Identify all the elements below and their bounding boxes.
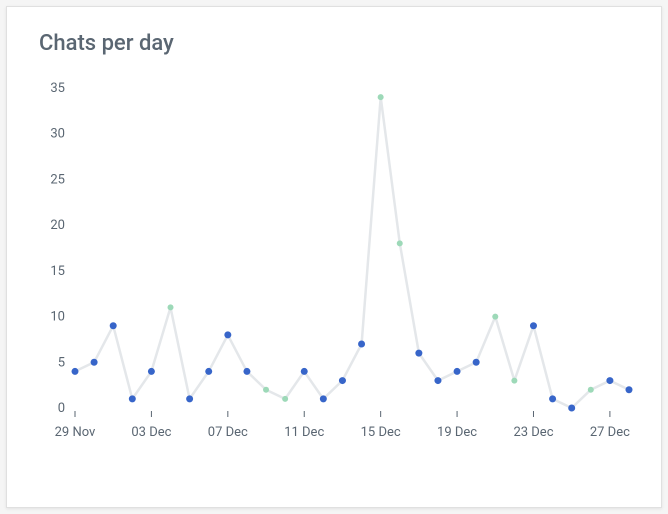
svg-text:03 Dec: 03 Dec (131, 425, 171, 440)
svg-text:15: 15 (50, 264, 65, 279)
svg-text:25: 25 (50, 172, 65, 187)
svg-text:15 Dec: 15 Dec (361, 425, 401, 440)
line-chart: 0 5 10 15 20 25 30 35 29 Nov 03 Dec 07 Dec 11 Dec 15… (31, 74, 639, 454)
svg-text:23 Dec: 23 Dec (513, 425, 553, 440)
svg-text:0: 0 (58, 401, 65, 416)
chart-title: Chats per day (39, 31, 637, 56)
chart-area: 0 5 10 15 20 25 30 35 29 Nov 03 Dec 07 Dec 11 Dec 15… (31, 74, 637, 484)
svg-text:19 Dec: 19 Dec (437, 425, 477, 440)
svg-text:5: 5 (58, 355, 65, 370)
chart-card: Chats per day 0 5 10 15 20 25 30 35 29 Nov 03 Dec… (6, 6, 662, 508)
svg-text:27 Dec: 27 Dec (590, 425, 630, 440)
svg-text:35: 35 (50, 81, 65, 96)
svg-text:29 Nov: 29 Nov (55, 425, 96, 440)
svg-text:30: 30 (50, 127, 65, 142)
svg-text:10: 10 (50, 310, 65, 325)
svg-text:07 Dec: 07 Dec (208, 425, 248, 440)
svg-text:11 Dec: 11 Dec (284, 425, 324, 440)
svg-text:20: 20 (50, 218, 65, 233)
